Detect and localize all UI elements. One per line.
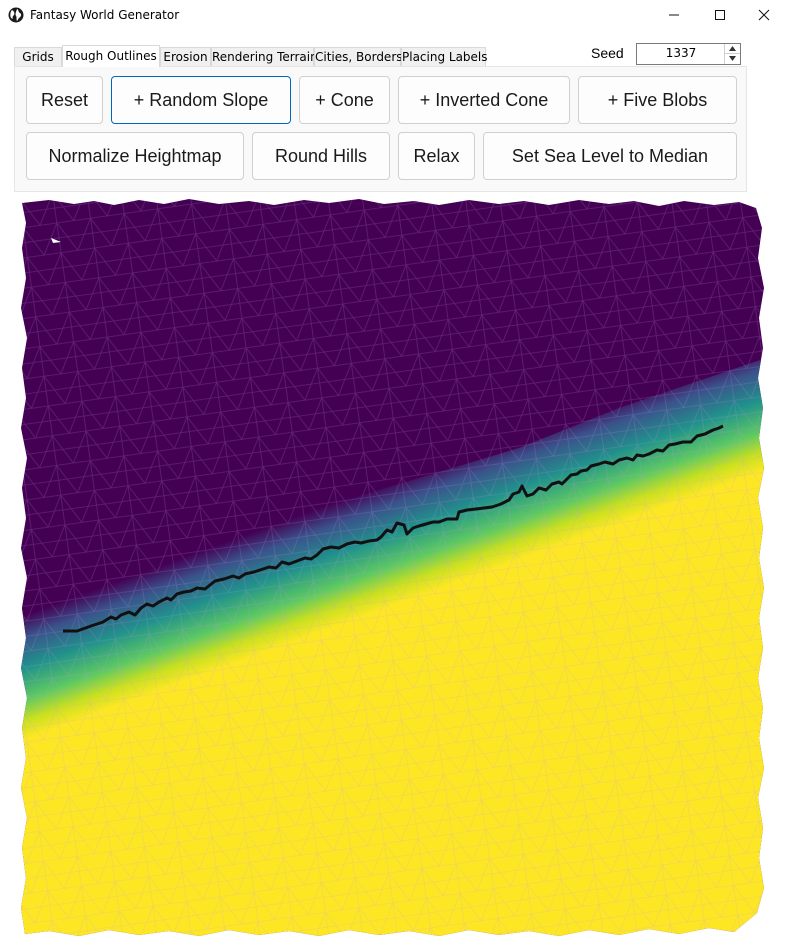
close-button[interactable]: [741, 0, 787, 30]
chevron-down-icon: [729, 56, 736, 61]
tab-erosion[interactable]: Erosion: [160, 47, 211, 66]
inverted-cone-button[interactable]: + Inverted Cone: [398, 76, 570, 124]
tab-rendering-terrain[interactable]: Rendering Terrain: [211, 47, 318, 66]
tool-panel: Reset + Random Slope + Cone + Inverted C…: [14, 66, 747, 192]
reset-button[interactable]: Reset: [26, 76, 103, 124]
seed-increment-button[interactable]: [724, 44, 740, 54]
tab-placing-labels[interactable]: Placing Labels: [401, 47, 488, 66]
seed-stepper[interactable]: 1337: [636, 43, 741, 65]
maximize-button[interactable]: [697, 0, 743, 30]
round-hills-button[interactable]: Round Hills: [252, 132, 390, 180]
coastline-path: [63, 424, 724, 633]
heightmap-view[interactable]: [19, 198, 766, 939]
seed-label: Seed: [591, 45, 624, 61]
relax-button[interactable]: Relax: [398, 132, 475, 180]
window-title: Fantasy World Generator: [30, 8, 180, 22]
minimize-button[interactable]: [651, 0, 697, 30]
maximize-icon: [715, 10, 725, 20]
normalize-heightmap-button[interactable]: Normalize Heightmap: [26, 132, 244, 180]
cone-button[interactable]: + Cone: [299, 76, 390, 124]
seed-decrement-button[interactable]: [724, 54, 740, 64]
random-slope-button[interactable]: + Random Slope: [111, 76, 291, 124]
globe-icon: [8, 7, 24, 23]
five-blobs-button[interactable]: + Five Blobs: [578, 76, 737, 124]
map-canvas[interactable]: [19, 198, 766, 939]
minimize-icon: [669, 14, 679, 16]
tab-cities-borders[interactable]: Cities, Borders: [314, 47, 403, 66]
title-bar: Fantasy World Generator: [0, 0, 787, 30]
close-icon: [758, 9, 770, 21]
tab-grids[interactable]: Grids: [14, 47, 62, 66]
seed-value[interactable]: 1337: [665, 46, 697, 60]
chevron-up-icon: [729, 46, 736, 51]
set-sea-level-button[interactable]: Set Sea Level to Median: [483, 132, 737, 180]
tab-rough-outlines[interactable]: Rough Outlines: [62, 45, 160, 67]
map-artifact: [51, 238, 61, 243]
